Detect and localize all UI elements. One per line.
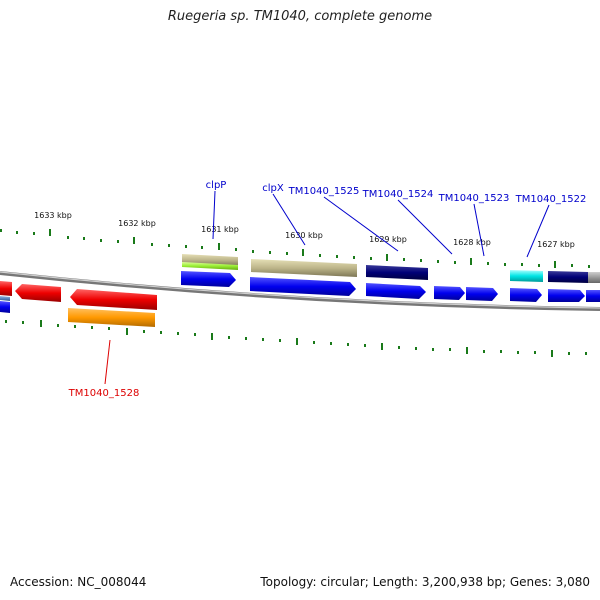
gene-label-TM1040_1524[interactable]: TM1040_1524 bbox=[362, 189, 434, 200]
gene-label-TM1040_1525[interactable]: TM1040_1525 bbox=[288, 186, 360, 197]
gene-steel-left[interactable] bbox=[0, 296, 10, 301]
scale-label: 1630 kbp bbox=[285, 231, 323, 240]
scale-label: 1631 kbp bbox=[201, 225, 239, 234]
genome-summary-text: Topology: circular; Length: 3,200,938 bp… bbox=[260, 575, 590, 589]
cds-arrow[interactable] bbox=[250, 277, 356, 296]
reverse-strand-cds bbox=[0, 281, 157, 327]
gene-navy-right[interactable] bbox=[548, 271, 588, 283]
gene-1522-cyan[interactable] bbox=[510, 270, 543, 282]
gene-label-TM1040_1528[interactable]: TM1040_1528 bbox=[68, 388, 140, 399]
cds-arrow[interactable] bbox=[366, 283, 426, 299]
cds-arrow-reverse[interactable] bbox=[15, 284, 61, 302]
cds-arrow[interactable] bbox=[510, 288, 542, 302]
cds-arrow-reverse[interactable] bbox=[70, 289, 157, 310]
gene-label-TM1040_1523[interactable]: TM1040_1523 bbox=[438, 193, 510, 204]
scale-label: 1628 kbp bbox=[453, 238, 491, 247]
gene-clpX-olive[interactable] bbox=[251, 259, 357, 277]
gene-1525-navy[interactable] bbox=[366, 265, 428, 280]
gene-label-clpX[interactable]: clpX bbox=[262, 183, 284, 194]
cds-arrow[interactable] bbox=[466, 287, 498, 301]
cds-arrow[interactable] bbox=[0, 301, 10, 313]
scale-label: 1632 kbp bbox=[118, 219, 156, 228]
scale-label: 1627 kbp bbox=[537, 240, 575, 249]
gene-label-clpP[interactable]: clpP bbox=[206, 180, 227, 191]
inner-tick-ring bbox=[5, 320, 587, 357]
forward-feature-row bbox=[182, 254, 600, 283]
gene-clpP-lime[interactable] bbox=[182, 262, 238, 270]
genome-backbone bbox=[0, 271, 600, 311]
outer-tick-ring bbox=[0, 229, 590, 268]
scale-label: 1629 kbp bbox=[369, 235, 407, 244]
genome-title: Ruegeria sp. TM1040, complete genome bbox=[167, 9, 433, 24]
gene-label-TM1040_1522[interactable]: TM1040_1522 bbox=[515, 194, 587, 205]
gene-1528-orange[interactable] bbox=[68, 308, 155, 327]
gene-gray-right[interactable] bbox=[588, 272, 600, 283]
cds-arrow-reverse[interactable] bbox=[0, 281, 12, 296]
cds-arrow[interactable] bbox=[181, 271, 236, 287]
forward-strand-cds bbox=[0, 271, 600, 313]
cds-arrow[interactable] bbox=[586, 290, 600, 302]
scale-label: 1633 kbp bbox=[34, 211, 72, 220]
cds-arrow[interactable] bbox=[434, 286, 465, 300]
cds-arrow[interactable] bbox=[548, 289, 585, 302]
accession-text: Accession: NC_008044 bbox=[10, 575, 147, 589]
